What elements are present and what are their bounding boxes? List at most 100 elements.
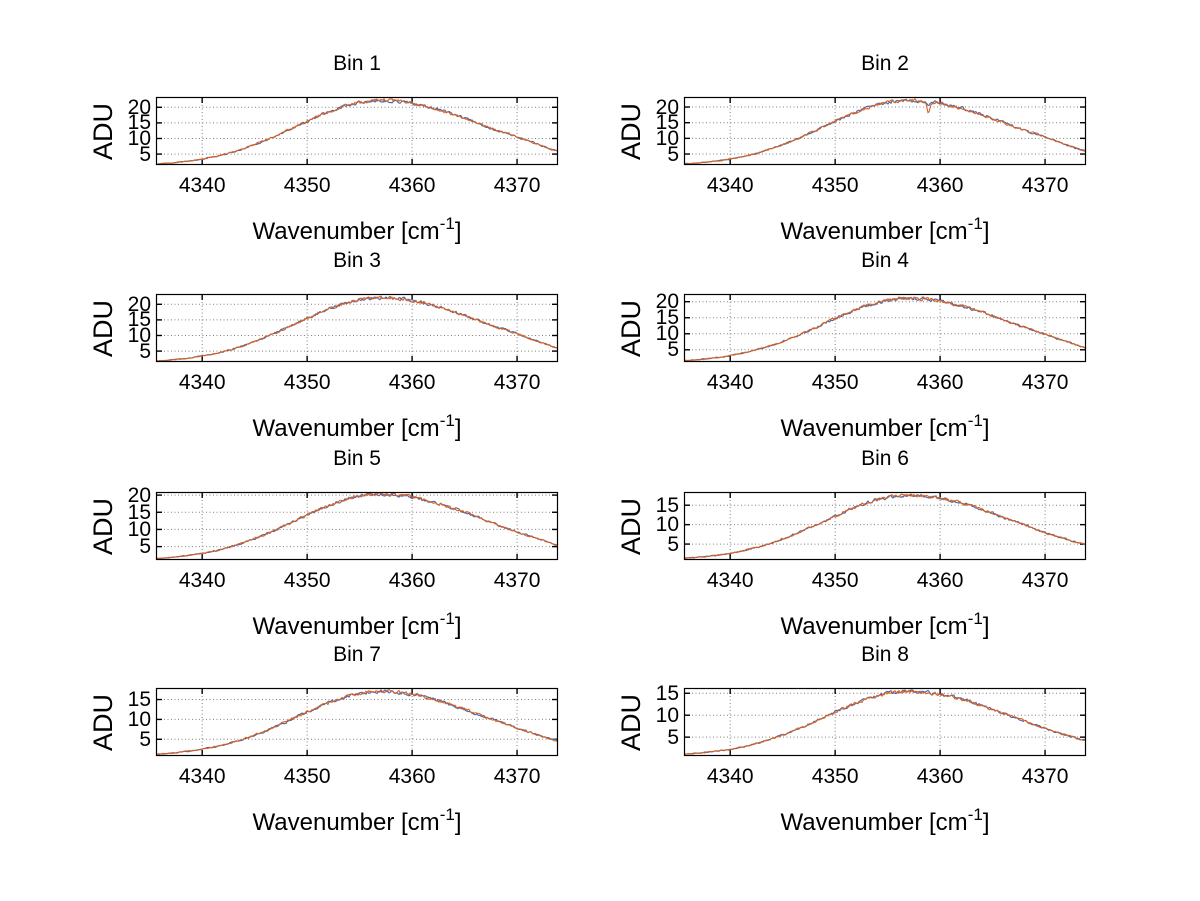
x-tick-label: 4360 <box>388 174 436 197</box>
x-axis-label-exponent: -1 <box>439 609 455 628</box>
x-axis-label: Wavenumber [cm-1] <box>126 802 588 837</box>
subplot-title: Bin 7 <box>333 643 381 666</box>
x-tick-label: 4360 <box>388 569 436 592</box>
subplot-title: Bin 1 <box>333 52 381 75</box>
x-tick-label: 4340 <box>706 174 754 197</box>
x-tick-label: 4360 <box>916 765 964 788</box>
spectrum-trace-over <box>155 689 559 755</box>
plot-area <box>155 687 559 757</box>
y-tick-label: 5 <box>139 142 151 166</box>
spectrum-trace-over <box>155 492 559 560</box>
y-tick-label: 20 <box>127 483 151 507</box>
x-tick-label: 4340 <box>178 765 226 788</box>
x-axis-label-close: ] <box>982 218 990 245</box>
axes-box <box>155 687 559 757</box>
subplot-title: Bin 4 <box>861 249 909 272</box>
x-axis-label-main: Wavenumber [cm <box>780 218 968 245</box>
subplot-title: Bin 5 <box>333 447 381 470</box>
x-axis-label: Wavenumber [cm-1] <box>654 211 1116 246</box>
x-axis-label-exponent: -1 <box>439 214 455 233</box>
x-tick-label: 4360 <box>388 765 436 788</box>
x-tick-label: 4360 <box>916 174 964 197</box>
y-tick-label: 20 <box>127 292 151 316</box>
y-tick-label: 5 <box>139 535 151 559</box>
y-tick-label: 20 <box>655 290 679 314</box>
x-tick-label: 4350 <box>811 765 859 788</box>
x-axis-label-main: Wavenumber [cm <box>780 613 968 640</box>
x-axis-label-exponent: -1 <box>967 214 983 233</box>
axes-box <box>155 491 559 561</box>
x-tick-label: 4370 <box>1021 765 1069 788</box>
x-axis-label-main: Wavenumber [cm <box>252 218 440 245</box>
plot-area <box>683 293 1087 363</box>
x-tick-label: 4350 <box>283 371 331 394</box>
x-axis-label: Wavenumber [cm-1] <box>654 408 1116 443</box>
x-axis-label-exponent: -1 <box>967 411 983 430</box>
y-tick-label: 5 <box>667 532 679 556</box>
spectrum-trace-under <box>683 296 1087 362</box>
x-tick-label: 4350 <box>283 569 331 592</box>
y-tick-label: 15 <box>655 681 679 705</box>
x-axis-label-close: ] <box>454 415 462 442</box>
x-axis-label-main: Wavenumber [cm <box>780 809 968 836</box>
y-tick-label: 10 <box>127 323 151 347</box>
x-axis-label-close: ] <box>982 613 990 640</box>
axes-box <box>683 96 1087 166</box>
axes-box <box>155 293 559 363</box>
spectrum-trace-over <box>683 97 1087 165</box>
x-tick-label: 4340 <box>178 569 226 592</box>
plot-area <box>155 293 559 363</box>
x-axis-label: Wavenumber [cm-1] <box>654 802 1116 837</box>
x-tick-label: 4350 <box>811 371 859 394</box>
spectrum-trace-over <box>683 296 1087 362</box>
x-tick-label: 4370 <box>1021 569 1069 592</box>
x-axis-label: Wavenumber [cm-1] <box>126 211 588 246</box>
x-axis-label-main: Wavenumber [cm <box>252 415 440 442</box>
y-tick-label: 10 <box>655 513 679 537</box>
subplot-title: Bin 3 <box>333 249 381 272</box>
y-tick-label: 5 <box>667 725 679 749</box>
y-tick-label: 15 <box>127 688 151 712</box>
plot-area <box>683 96 1087 166</box>
y-tick-label: 10 <box>655 126 679 150</box>
y-tick-label: 20 <box>655 95 679 119</box>
x-axis-label: Wavenumber [cm-1] <box>126 606 588 641</box>
x-tick-label: 4370 <box>1021 371 1069 394</box>
subplot-bin-6: Bin 6 ADU Wavenumber [cm-1] 5 10 15 4340 435… <box>616 447 1087 640</box>
x-axis-label-close: ] <box>454 809 462 836</box>
x-tick-label: 4350 <box>283 174 331 197</box>
y-tick-label: 15 <box>655 111 679 135</box>
subplot-title: Bin 8 <box>861 643 909 666</box>
y-tick-label: 15 <box>655 306 679 330</box>
subplot-bin-1: Bin 1 ADU Wavenumber [cm-1] 5 10 15 20 4340 4… <box>88 52 559 245</box>
y-tick-label: 10 <box>127 707 151 731</box>
x-axis-label-close: ] <box>982 809 990 836</box>
subplot-bin-3: Bin 3 ADU Wavenumber [cm-1] 5 10 15 20 4340 4… <box>88 249 559 442</box>
plot-area <box>683 687 1087 757</box>
x-tick-label: 4340 <box>706 569 754 592</box>
x-tick-label: 4360 <box>388 371 436 394</box>
y-tick-label: 10 <box>127 126 151 150</box>
y-tick-label: 5 <box>139 339 151 363</box>
x-axis-label-main: Wavenumber [cm <box>780 415 968 442</box>
axes-box <box>683 687 1087 757</box>
spectrum-trace-over <box>683 493 1087 559</box>
subplot-bin-4: Bin 4 ADU Wavenumber [cm-1] 5 10 15 20 4340 4… <box>616 249 1087 442</box>
y-tick-label: 15 <box>127 500 151 524</box>
axes-box <box>683 491 1087 561</box>
x-tick-label: 4340 <box>178 371 226 394</box>
plot-area <box>155 96 559 166</box>
x-axis-label-exponent: -1 <box>967 805 983 824</box>
x-tick-label: 4370 <box>493 371 541 394</box>
x-axis-label-close: ] <box>454 218 462 245</box>
x-axis-label-close: ] <box>982 415 990 442</box>
x-axis-label-main: Wavenumber [cm <box>252 613 440 640</box>
x-tick-label: 4370 <box>493 569 541 592</box>
y-tick-label: 10 <box>655 322 679 346</box>
x-tick-label: 4370 <box>493 174 541 197</box>
spectrum-trace-over <box>683 689 1087 755</box>
subplot-title: Bin 6 <box>861 447 909 470</box>
y-tick-label: 5 <box>139 727 151 751</box>
subplot-bin-7: Bin 7 ADU Wavenumber [cm-1] 5 10 15 4340 435… <box>88 643 559 836</box>
axes-box <box>683 293 1087 363</box>
